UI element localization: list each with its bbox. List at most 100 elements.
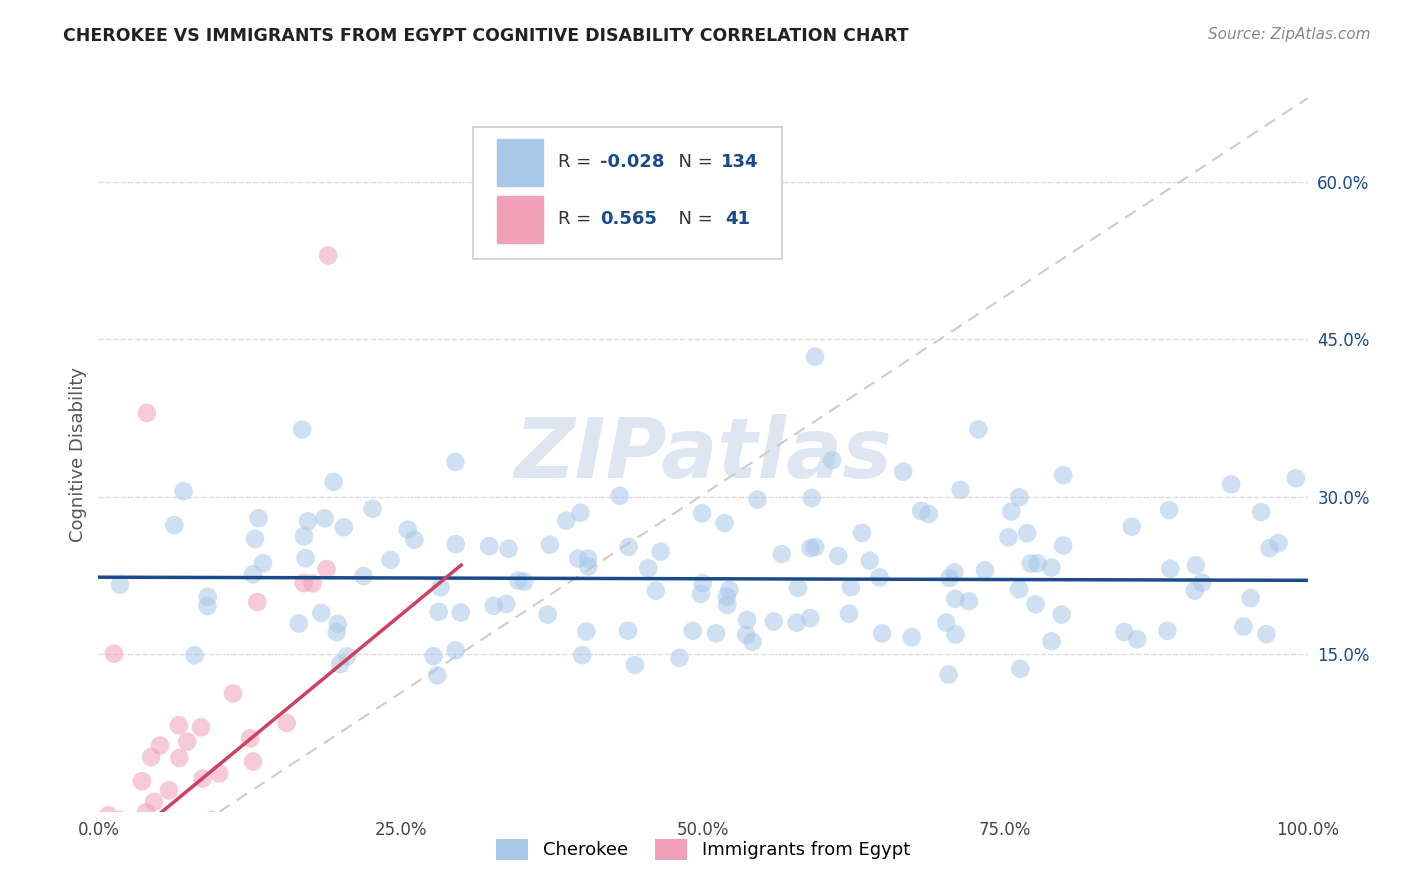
Point — [967, 422, 990, 436]
Point — [422, 649, 444, 664]
Point — [1024, 598, 1046, 612]
Point — [943, 566, 966, 580]
Point — [103, 647, 125, 661]
Point — [396, 523, 419, 537]
Point — [870, 626, 893, 640]
Point — [322, 475, 344, 489]
Point — [252, 556, 274, 570]
Point — [152, 850, 174, 864]
Point — [450, 606, 472, 620]
Point — [800, 491, 823, 505]
Point — [247, 511, 270, 525]
Point — [239, 731, 262, 746]
Point — [787, 581, 810, 595]
Text: -0.028: -0.028 — [600, 153, 665, 171]
Bar — [498, 196, 543, 243]
Point — [149, 859, 172, 873]
Point — [427, 605, 450, 619]
Point — [292, 576, 315, 591]
Text: 0.565: 0.565 — [600, 211, 657, 228]
Point — [1010, 662, 1032, 676]
Point — [108, 886, 131, 892]
Point — [190, 720, 212, 734]
Point — [690, 507, 713, 521]
Point — [935, 615, 957, 630]
Point — [495, 597, 517, 611]
Point — [1040, 634, 1063, 648]
Point — [770, 547, 793, 561]
Point — [617, 540, 640, 554]
Point — [197, 599, 219, 613]
Point — [786, 615, 808, 630]
Bar — [498, 139, 543, 186]
Point — [617, 624, 640, 638]
Point — [609, 489, 631, 503]
Point — [287, 616, 309, 631]
Point — [117, 864, 139, 879]
Text: R =: R = — [558, 153, 598, 171]
Point — [938, 667, 960, 681]
Point — [444, 455, 467, 469]
Point — [974, 563, 997, 577]
Point — [325, 625, 347, 640]
Point — [1008, 582, 1031, 597]
Point — [576, 551, 599, 566]
Point — [208, 766, 231, 780]
Point — [498, 541, 520, 556]
Point — [101, 851, 124, 865]
Point — [571, 648, 593, 662]
Point — [949, 483, 972, 497]
Point — [508, 574, 530, 588]
Text: CHEROKEE VS IMMIGRANTS FROM EGYPT COGNITIVE DISABILITY CORRELATION CHART: CHEROKEE VS IMMIGRANTS FROM EGYPT COGNIT… — [63, 27, 908, 45]
Point — [1052, 468, 1074, 483]
Point — [135, 818, 157, 832]
Point — [716, 590, 738, 604]
FancyBboxPatch shape — [474, 127, 782, 259]
Point — [326, 616, 349, 631]
Point — [839, 580, 862, 594]
Point — [569, 506, 592, 520]
Point — [1258, 541, 1281, 556]
Point — [1250, 505, 1272, 519]
Point — [1050, 607, 1073, 622]
Point — [134, 814, 156, 829]
Text: ZIPatlas: ZIPatlas — [515, 415, 891, 495]
Point — [1159, 503, 1181, 517]
Point — [1285, 471, 1308, 485]
Point — [242, 755, 264, 769]
Point — [910, 504, 932, 518]
Point — [361, 501, 384, 516]
Point — [859, 554, 882, 568]
Point — [692, 576, 714, 591]
Point — [624, 657, 647, 672]
Point — [869, 570, 891, 584]
Text: Source: ZipAtlas.com: Source: ZipAtlas.com — [1208, 27, 1371, 42]
Point — [576, 559, 599, 574]
Point — [567, 551, 589, 566]
Text: R =: R = — [558, 211, 603, 228]
Point — [1220, 477, 1243, 491]
Point — [169, 751, 191, 765]
Point — [97, 808, 120, 822]
Point — [176, 734, 198, 748]
Point — [336, 649, 359, 664]
Point — [957, 594, 980, 608]
Point — [315, 562, 337, 576]
Point — [1015, 526, 1038, 541]
Point — [329, 657, 352, 672]
Point — [800, 541, 823, 555]
Point — [301, 576, 323, 591]
Point — [735, 613, 758, 627]
Point — [157, 783, 180, 797]
Point — [945, 627, 967, 641]
Point — [167, 718, 190, 732]
Point — [131, 774, 153, 789]
Point — [353, 569, 375, 583]
Point — [1232, 619, 1254, 633]
Point — [1156, 624, 1178, 638]
Point — [804, 350, 827, 364]
Point — [426, 668, 449, 682]
Point — [513, 574, 536, 589]
Point — [482, 599, 505, 613]
Point — [1019, 557, 1042, 571]
